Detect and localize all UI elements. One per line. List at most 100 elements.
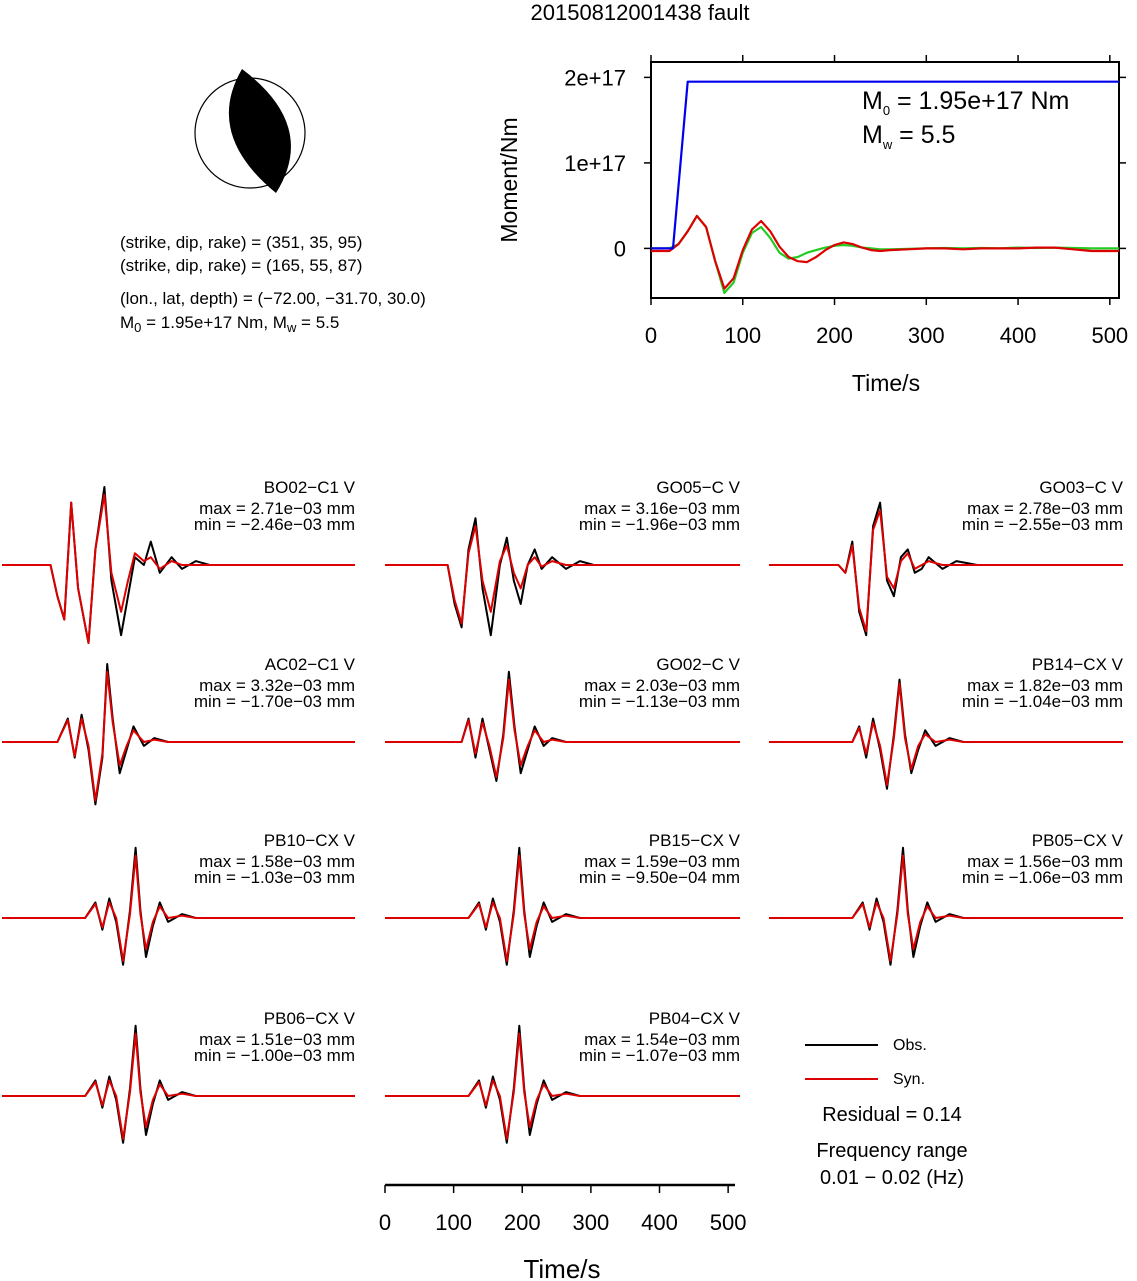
moment-xtick-label: 300 — [908, 323, 945, 348]
station-max: max = 1.58e−03 mm — [199, 852, 355, 871]
moment-mw-sub: w — [882, 137, 893, 152]
station-name: PB10−CX V — [264, 831, 356, 850]
waveform-synthetic — [385, 678, 740, 779]
station-min: min = −1.06e−03 mm — [962, 868, 1123, 887]
station-min: min = −1.70e−03 mm — [194, 692, 355, 711]
station-max: max = 1.82e−03 mm — [967, 676, 1123, 695]
waveform-synthetic — [385, 854, 740, 962]
station-min: min = −9.50e−04 mm — [579, 868, 740, 887]
station-min: min = −1.04e−03 mm — [962, 692, 1123, 711]
moment-mw-value: = 5.5 — [892, 121, 955, 149]
waveform-xlabel: Time/s — [523, 1254, 600, 1281]
info-location: (lon., lat, depth) = (−72.00, −31.70, 30… — [120, 289, 426, 308]
info-moment: M0 = 1.95e+17 Nm, Mw = 5.5 — [120, 313, 339, 335]
moment-ytick-label: 2e+17 — [564, 65, 626, 90]
info-plane-1: (strike, dip, rake) = (351, 35, 95) — [120, 233, 362, 252]
station-max: max = 2.03e−03 mm — [584, 676, 740, 695]
legend: Obs. Syn. Residual = 0.14 Frequency rang… — [805, 1037, 968, 1189]
moment-rate-chart: 0 100 200 300 400 500 0 1e+17 2e+17 Time/s Momen… — [496, 55, 1128, 396]
info-m0-prefix: M — [120, 313, 134, 332]
station-min: min = −1.07e−03 mm — [579, 1046, 740, 1065]
waveform-xtick-label: 500 — [710, 1210, 747, 1235]
moment-xtick-label: 200 — [816, 323, 853, 348]
station-max: max = 1.54e−03 mm — [584, 1030, 740, 1049]
residual-label: Residual = 0.14 — [822, 1104, 962, 1126]
station-max: max = 2.71e−03 mm — [199, 499, 355, 518]
info-m0-sub: 0 — [134, 320, 141, 335]
moment-axis-ticks: 0 100 200 300 400 500 0 1e+17 2e+17 — [564, 55, 1128, 348]
station-max: max = 1.51e−03 mm — [199, 1030, 355, 1049]
moment-series-red — [651, 214, 1119, 290]
station-name: GO03−C V — [1039, 478, 1123, 497]
legend-syn-label: Syn. — [893, 1071, 925, 1088]
moment-xtick-label: 400 — [1000, 323, 1037, 348]
station-name: AC02−C1 V — [265, 655, 356, 674]
station-name: PB06−CX V — [264, 1009, 356, 1028]
station-min: min = −1.96e−03 mm — [579, 515, 740, 534]
station-min: min = −2.55e−03 mm — [962, 515, 1123, 534]
figure-title: 20150812001438 fault — [531, 0, 750, 25]
waveform-xtick-label: 300 — [573, 1210, 610, 1235]
moment-xtick-label: 0 — [645, 323, 657, 348]
station-name: PB14−CX V — [1032, 655, 1124, 674]
station-min: min = −1.13e−03 mm — [579, 692, 740, 711]
waveform-synthetic — [769, 854, 1123, 962]
station-max: max = 3.16e−03 mm — [584, 499, 740, 518]
waveform-observed — [385, 517, 740, 637]
waveform-observed — [769, 501, 1123, 637]
moment-m0-prefix: M — [862, 87, 883, 115]
waveform-xtick-label: 0 — [379, 1210, 391, 1235]
station-name: PB15−CX V — [649, 831, 741, 850]
waveform-synthetic — [2, 670, 355, 802]
waveform-synthetic — [385, 1032, 740, 1140]
waveform-xtick-label: 200 — [504, 1210, 541, 1235]
station-max: max = 1.59e−03 mm — [584, 852, 740, 871]
station-name: GO05−C V — [656, 478, 740, 497]
moment-mw-label: Mw = 5.5 — [862, 121, 955, 152]
moment-ytick-label: 0 — [614, 236, 626, 261]
legend-obs-label: Obs. — [893, 1037, 927, 1054]
station-name: PB05−CX V — [1032, 831, 1124, 850]
moment-plot-frame — [650, 61, 1120, 299]
waveform-synthetic — [769, 682, 1123, 786]
moment-series — [651, 80, 1119, 294]
frequency-range: 0.01 − 0.02 (Hz) — [820, 1167, 964, 1189]
station-name: GO02−C V — [656, 655, 740, 674]
station-max: max = 3.32e−03 mm — [199, 676, 355, 695]
waveform-synthetic — [769, 509, 1123, 633]
moment-mw-prefix: M — [862, 121, 883, 149]
moment-m0-label: M0 = 1.95e+17 Nm — [862, 87, 1069, 118]
moment-m0-sub: 0 — [883, 103, 890, 118]
station-min: min = −2.46e−03 mm — [194, 515, 355, 534]
moment-ylabel: Moment/Nm — [496, 117, 522, 242]
station-min: min = −1.00e−03 mm — [194, 1046, 355, 1065]
waveform-synthetic — [2, 854, 355, 962]
info-plane-2: (strike, dip, rake) = (165, 55, 87) — [120, 256, 362, 275]
station-min: min = −1.03e−03 mm — [194, 868, 355, 887]
waveform-synthetic — [2, 1032, 355, 1140]
moment-series-blue — [651, 80, 1119, 250]
beachball — [194, 69, 306, 193]
frequency-title: Frequency range — [816, 1140, 967, 1162]
waveform-synthetic — [385, 525, 740, 625]
moment-xtick-label: 500 — [1091, 323, 1128, 348]
info-m0-rest: = 1.95e+17 Nm, M — [141, 313, 287, 332]
info-mw-rest: = 5.5 — [296, 313, 339, 332]
moment-ytick-label: 1e+17 — [564, 151, 626, 176]
beachball-compression-quadrant — [228, 69, 291, 193]
waveform-xtick-label: 400 — [641, 1210, 678, 1235]
moment-xlabel: Time/s — [852, 370, 920, 396]
info-mw-sub: w — [286, 320, 297, 335]
station-max: max = 1.56e−03 mm — [967, 852, 1123, 871]
